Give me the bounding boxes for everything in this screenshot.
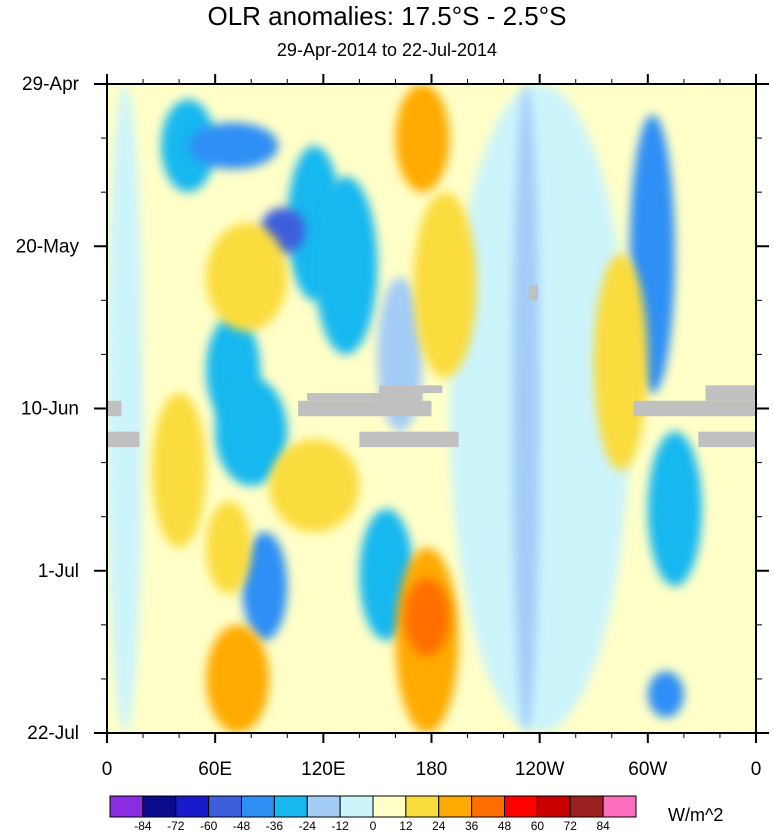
missing-block-5	[359, 431, 459, 448]
colorbar-swatch	[273, 795, 308, 818]
x-tick-label: 60E	[198, 759, 232, 780]
colorbar-label: -60	[200, 819, 218, 833]
colorbar: -84 -72 -60 -48 -36 -24 -12 0 12 24 36 48 60 72 84	[109, 795, 637, 833]
anomaly-region-2	[107, 84, 144, 733]
anomaly-region-17	[395, 84, 450, 193]
y-tick-label: 10-Jun	[21, 399, 79, 420]
colorbar-swatch	[241, 795, 275, 818]
anomaly-region-27	[152, 393, 207, 548]
anomaly-region-25	[593, 253, 648, 471]
missing-block-2	[298, 400, 432, 417]
anomaly-region-18	[413, 192, 477, 378]
x-tick-label: 120W	[515, 759, 565, 780]
colorbar-label: 36	[465, 819, 479, 833]
colorbar-label: 24	[432, 819, 446, 833]
anomaly-region-5	[188, 122, 279, 169]
colorbar-label: -12	[331, 819, 349, 833]
missing-block-9	[698, 431, 756, 448]
y-tick-label: 22-Jul	[27, 723, 79, 744]
colorbar-label: 72	[564, 819, 578, 833]
colorbar-swatch	[438, 795, 473, 818]
colorbar-swatch	[306, 795, 341, 818]
colorbar-swatch	[175, 795, 210, 818]
colorbar-label: -24	[299, 819, 317, 833]
colorbar-swatch	[208, 795, 242, 818]
colorbar-label: 0	[370, 819, 377, 833]
x-tick-label: 0	[102, 759, 113, 780]
anomaly-region-3	[512, 84, 540, 733]
anomaly-region-22	[404, 578, 450, 656]
colorbar-label: -36	[266, 819, 284, 833]
x-tick-label: 60W	[628, 759, 667, 780]
anomaly-region-23	[206, 624, 270, 733]
colorbar-label: 12	[399, 819, 413, 833]
x-tick-label: 0	[751, 759, 762, 780]
anomaly-region-15	[647, 431, 702, 587]
anomaly-region-1	[449, 84, 630, 733]
y-tick-label: 29-Apr	[22, 74, 80, 95]
chart-title: OLR anomalies: 17.5°S - 2.5°S	[207, 1, 567, 31]
anomaly-region-10	[215, 377, 288, 486]
colorbar-swatch	[569, 795, 604, 818]
x-tick-label: 120E	[301, 759, 345, 780]
colorbar-label: 60	[531, 819, 545, 833]
colorbar-swatch	[339, 795, 374, 818]
anomaly-region-20	[206, 501, 252, 594]
missing-block-1	[107, 431, 140, 448]
anomaly-region-13	[242, 532, 288, 641]
missing-block-0	[107, 400, 122, 417]
colorbar-label: -48	[233, 819, 251, 833]
anomaly-field	[107, 84, 756, 733]
colorbar-swatch	[504, 795, 538, 818]
anomaly-region-9	[314, 176, 378, 355]
x-tick-label: 180	[416, 759, 448, 780]
anomaly-region-24	[269, 439, 360, 533]
chart-subtitle: 29-Apr-2014 to 22-Jul-2014	[276, 40, 498, 60]
colorbar-label: 48	[498, 819, 512, 833]
colorbar-swatch	[372, 795, 407, 818]
colorbar-swatch	[142, 795, 177, 818]
colorbar-swatch	[602, 795, 637, 818]
colorbar-swatch	[405, 795, 440, 818]
colorbar-label: -84	[134, 819, 152, 833]
missing-block-8	[705, 385, 756, 401]
colorbar-label: -72	[167, 819, 185, 833]
colorbar-swatch	[536, 795, 571, 818]
y-tick-label: 1-Jul	[38, 561, 79, 582]
colorbar-label: 84	[596, 819, 610, 833]
colorbar-swatch	[471, 795, 505, 818]
missing-block-7	[633, 400, 756, 417]
axes: 0 60E 120E 180 120W 60W 0 29-Apr 20-May 10-Jun 1-J…	[16, 74, 769, 780]
missing-block-6	[528, 284, 538, 301]
anomaly-region-16	[647, 671, 684, 718]
anomaly-region-19	[206, 223, 288, 332]
colorbar-units: W/m^2	[668, 805, 724, 825]
missing-data	[107, 284, 756, 448]
y-tick-label: 20-May	[16, 236, 80, 257]
missing-block-4	[379, 385, 443, 394]
anomaly-region-26	[692, 84, 756, 224]
missing-block-3	[307, 393, 423, 401]
colorbar-swatch	[109, 795, 144, 818]
